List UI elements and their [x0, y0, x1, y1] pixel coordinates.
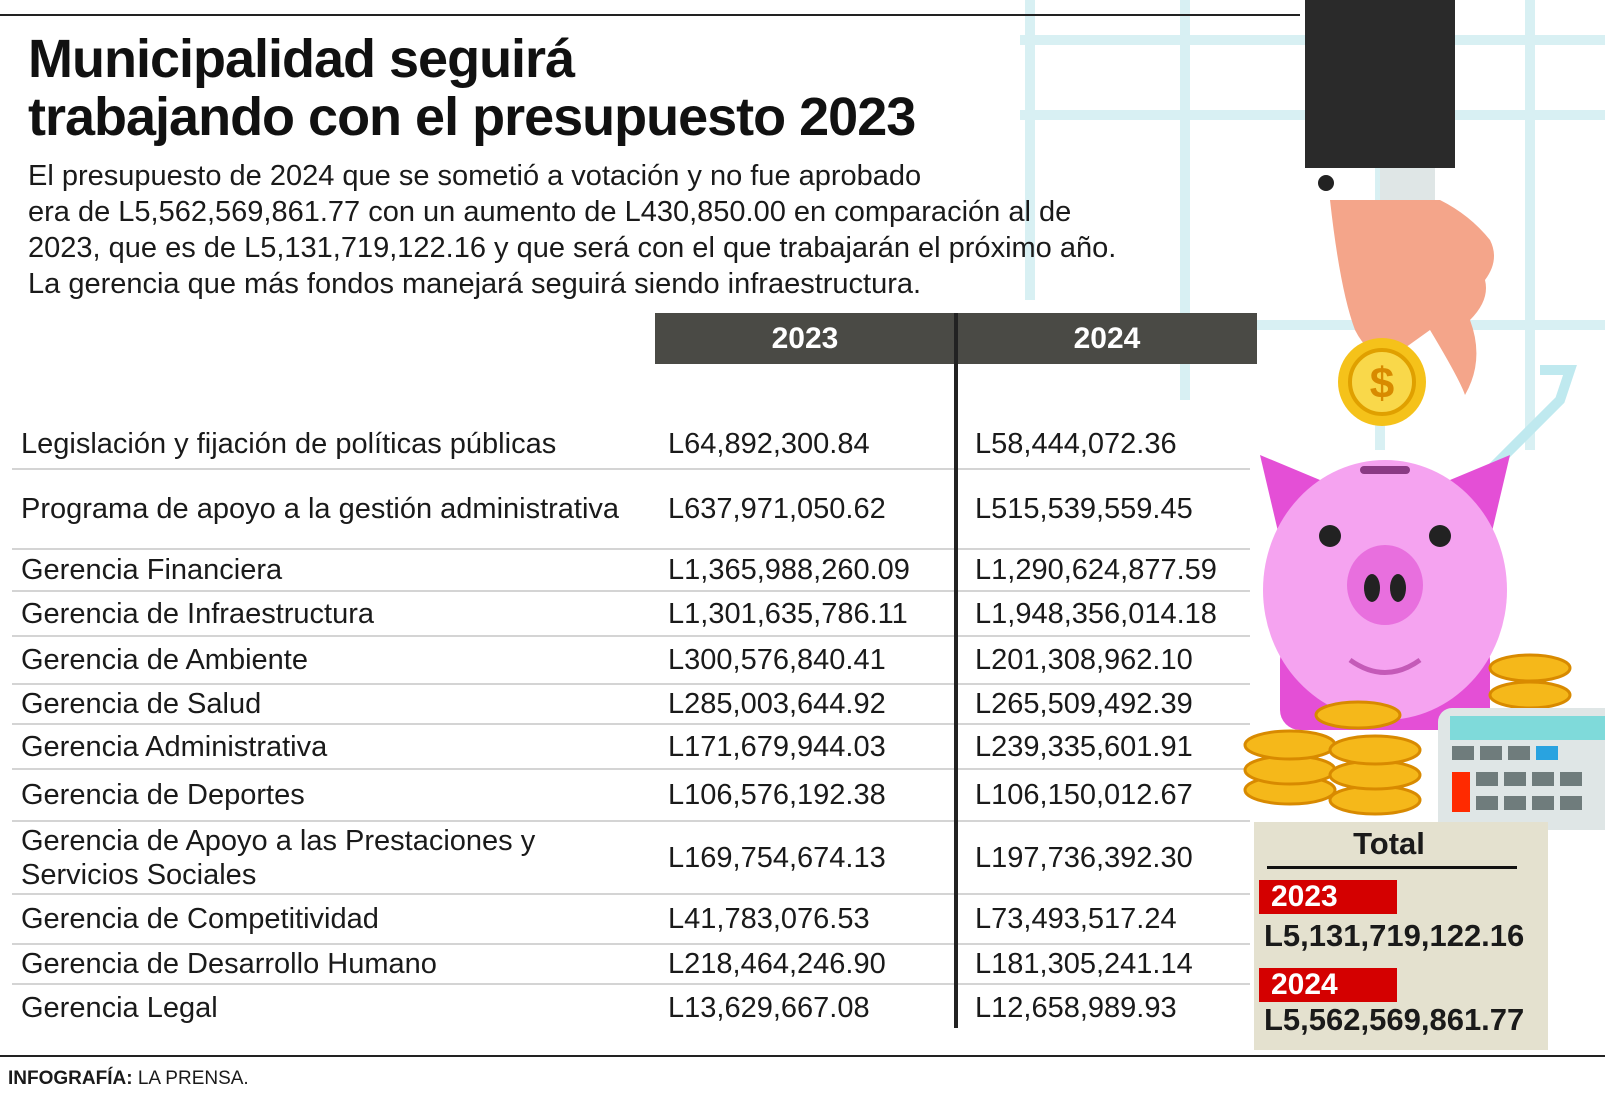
row-label: Gerencia de Salud: [21, 688, 262, 720]
credit-source: LA PRENSA.: [137, 1068, 249, 1089]
value-2023: L171,679,944.03: [668, 730, 886, 763]
table-row: Gerencia Financiera L1,365,988,260.09 L1…: [12, 550, 1250, 592]
table-row: Gerencia Administrativa L171,679,944.03 …: [12, 725, 1250, 770]
value-2023: L13,629,667.08: [668, 991, 870, 1024]
value-2024: L12,658,989.93: [975, 991, 1177, 1024]
total-amount-2024: L5,562,569,861.77: [1264, 1002, 1525, 1037]
year-badge-2024: 2024: [1259, 968, 1397, 1002]
bottom-rule: [0, 1055, 1605, 1057]
intro-text: El presupuesto de 2024 que se sometió a …: [28, 158, 1268, 302]
value-2023: L300,576,840.41: [668, 644, 886, 676]
value-2023: L106,576,192.38: [668, 779, 886, 811]
value-2024: L239,335,601.91: [975, 730, 1193, 763]
headline: Municipalidad seguirá trabajando con el …: [28, 29, 916, 147]
table-row: Gerencia Legal L13,629,667.08 L12,658,98…: [12, 985, 1250, 1030]
value-2023: L218,464,246.90: [668, 948, 886, 980]
value-2023: L41,783,076.53: [668, 903, 870, 935]
table-row: Gerencia de Salud L285,003,644.92 L265,5…: [12, 685, 1250, 725]
total-amount-2023: L5,131,719,122.16: [1264, 918, 1525, 953]
row-label: Gerencia Administrativa: [21, 730, 328, 763]
hand-icon: [1305, 0, 1494, 395]
value-2023: L1,365,988,260.09: [668, 554, 910, 586]
row-label: Programa de apoyo a la gestión administr…: [21, 493, 620, 525]
row-label: Gerencia Legal: [21, 991, 218, 1024]
value-2024: L515,539,559.45: [975, 493, 1193, 525]
row-label: Gerencia Financiera: [21, 554, 283, 586]
headline-line-1: Municipalidad seguirá: [28, 29, 575, 89]
column-header-2024: 2024: [957, 313, 1257, 364]
total-title: Total: [1353, 826, 1425, 861]
value-2024: L106,150,012.67: [975, 779, 1193, 811]
total-underline: [1267, 866, 1517, 869]
intro-line: era de L5,562,569,861.77 con un aumento …: [28, 196, 1072, 228]
row-label: Gerencia de Competitividad: [21, 903, 379, 935]
coin-icon: $: [1338, 338, 1426, 426]
intro-line: La gerencia que más fondos manejará segu…: [28, 268, 922, 300]
table-row: Legislación y fijación de políticas públ…: [12, 420, 1250, 470]
piggy-bank-icon: [1260, 455, 1510, 730]
top-rule: [0, 14, 1300, 16]
table-row: Gerencia de Competitividad L41,783,076.5…: [12, 895, 1250, 945]
value-2023: L169,754,674.13: [668, 841, 886, 874]
intro-line: 2023, que es de L5,131,719,122.16 y que …: [28, 232, 1117, 264]
table-row: Gerencia de Desarrollo Humano L218,464,2…: [12, 945, 1250, 985]
column-header-2023: 2023: [655, 313, 955, 364]
row-label: Gerencia de Infraestructura: [21, 597, 375, 630]
value-2024: L265,509,492.39: [975, 688, 1193, 720]
value-2024: L197,736,392.30: [975, 841, 1193, 874]
row-label: Gerencia de Ambiente: [21, 644, 308, 676]
value-2023: L285,003,644.92: [668, 688, 886, 720]
illustration: $: [1243, 0, 1605, 830]
credit-label: INFOGRAFÍA:: [8, 1068, 133, 1089]
svg-text:$: $: [1370, 359, 1394, 408]
value-2024: L181,305,241.14: [975, 948, 1193, 980]
year-badge-2023: 2023: [1259, 880, 1397, 914]
value-2024: L1,290,624,877.59: [975, 554, 1217, 586]
value-2023: L637,971,050.62: [668, 493, 886, 525]
column-divider: [954, 313, 958, 1028]
calculator-icon: [1438, 708, 1605, 830]
value-2024: L201,308,962.10: [975, 644, 1193, 676]
trend-arrow-icon: [1486, 365, 1577, 474]
value-2024: L58,444,072.36: [975, 428, 1177, 460]
row-label: Gerencia de Desarrollo Humano: [21, 948, 437, 980]
value-2023: L64,892,300.84: [668, 428, 870, 460]
table-row: Gerencia de Ambiente L300,576,840.41 L20…: [12, 637, 1250, 685]
total-box: Total 2023 L5,131,719,122.16 2024 L5,562…: [1254, 822, 1548, 1050]
value-2024: L1,948,356,014.18: [975, 597, 1217, 630]
table-row: Gerencia de Deportes L106,576,192.38 L10…: [12, 770, 1250, 822]
coin-stack-icon: [1243, 653, 1572, 816]
row-label: Legislación y fijación de políticas públ…: [21, 428, 557, 460]
table-row: Gerencia de Apoyo a las Prestaciones y S…: [12, 822, 1250, 895]
credit-line: INFOGRAFÍA: LA PRENSA.: [8, 1068, 249, 1090]
table-row: Programa de apoyo a la gestión administr…: [12, 470, 1250, 550]
table-row: Gerencia de Infraestructura L1,301,635,7…: [12, 592, 1250, 637]
row-label: Gerencia de Apoyo a las Prestaciones y S…: [21, 824, 536, 891]
headline-line-2: trabajando con el presupuesto 2023: [28, 87, 916, 147]
value-2024: L73,493,517.24: [975, 903, 1177, 935]
value-2023: L1,301,635,786.11: [668, 597, 908, 630]
intro-line: El presupuesto de 2024 que se sometió a …: [28, 160, 922, 192]
row-label: Gerencia de Deportes: [21, 779, 305, 811]
